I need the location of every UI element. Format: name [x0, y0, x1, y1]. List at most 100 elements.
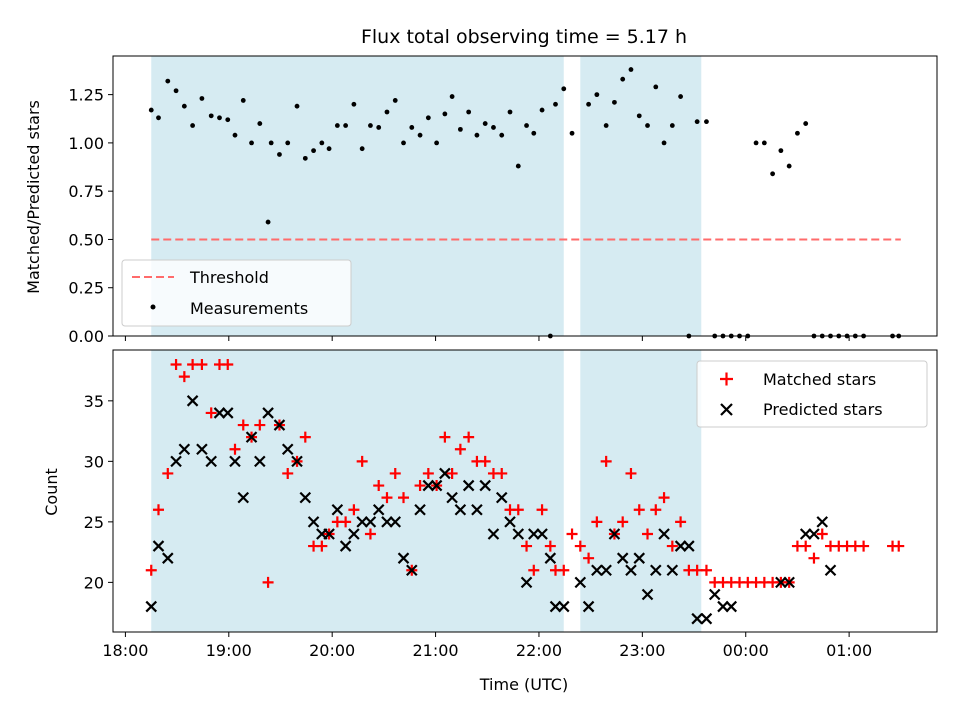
matched-star-marker — [364, 528, 376, 540]
predicted-star-marker — [608, 528, 621, 540]
predicted-star-marker — [299, 491, 312, 504]
predicted-star-marker — [339, 540, 352, 552]
measurement-point — [507, 109, 513, 115]
matched-star-marker — [454, 443, 466, 455]
predicted-star-marker — [824, 564, 837, 577]
predicted-star-marker — [544, 552, 557, 564]
x-tick-label: 00:00 — [723, 641, 769, 660]
measurement-point — [343, 123, 349, 128]
predicted-star-marker — [364, 516, 377, 528]
predicted-star-marker — [205, 455, 217, 468]
x-tick-label: 23:00 — [619, 641, 665, 660]
measurement-point — [217, 115, 222, 121]
predicted-star-marker — [479, 479, 491, 492]
measurement-point — [232, 132, 238, 138]
matched-star-marker — [237, 419, 249, 431]
bottom-y-tick-label: 30 — [84, 452, 104, 471]
predicted-star-marker — [674, 540, 687, 552]
matched-star-marker — [800, 540, 812, 552]
predicted-star-marker — [262, 407, 274, 419]
matched-star-marker — [282, 467, 294, 479]
measurement-point — [603, 123, 609, 128]
matched-star-marker — [658, 492, 670, 504]
measurement-point — [770, 171, 776, 177]
matched-star-marker — [574, 540, 586, 552]
x-tick-label: 22:00 — [516, 641, 562, 660]
measurement-point — [761, 140, 767, 146]
x-tick-label: 21:00 — [413, 641, 459, 660]
measurement-point — [148, 107, 154, 113]
bottom-observing-interval — [580, 350, 702, 632]
measurement-point — [368, 123, 373, 128]
predicted-star-marker — [273, 419, 286, 431]
x-tick-label: 01:00 — [826, 641, 872, 660]
predicted-star-marker — [186, 395, 199, 407]
measurement-point — [285, 140, 291, 146]
measurement-point — [401, 140, 406, 146]
matched-star-marker — [650, 504, 662, 516]
predicted-star-marker — [512, 528, 525, 540]
bottom-observing-interval — [151, 350, 564, 632]
predicted-star-marker — [356, 516, 368, 528]
matched-star-marker — [422, 467, 434, 479]
measurement-point — [384, 109, 390, 115]
measurement-point — [334, 123, 340, 128]
measurement-point — [628, 67, 634, 72]
measurement-point — [326, 146, 332, 152]
legend-threshold-label: Threshold — [189, 268, 269, 287]
matched-star-marker — [162, 467, 174, 479]
predicted-star-marker — [783, 576, 795, 589]
measurement-point — [268, 140, 274, 146]
bottom-legend-box — [696, 360, 928, 428]
predicted-star-marker — [683, 540, 695, 552]
x-tick-label: 20:00 — [309, 641, 355, 660]
matched-star-marker — [316, 540, 328, 552]
measurement-point — [482, 121, 488, 126]
matched-star-marker — [373, 480, 385, 492]
matched-star-marker — [583, 552, 595, 564]
predicted-star-marker — [520, 576, 533, 589]
predicted-star-marker — [178, 443, 191, 456]
matched-star-marker — [496, 467, 508, 479]
top-observing-interval — [580, 56, 702, 336]
measurement-point — [302, 155, 308, 161]
measurement-point — [653, 84, 659, 90]
measurement-point — [173, 88, 179, 94]
matched-star-marker — [222, 359, 234, 371]
bottom-y-tick-label: 20 — [84, 573, 104, 592]
measurement-point — [491, 125, 496, 130]
matched-star-marker — [170, 359, 182, 371]
measurement-point — [449, 94, 455, 99]
matched-star-marker — [642, 528, 654, 540]
predicted-star-marker — [170, 455, 182, 468]
matched-star-marker — [512, 504, 524, 516]
matched-star-marker — [389, 467, 401, 479]
measurement-point — [249, 140, 254, 146]
predicted-star-marker — [536, 528, 548, 540]
matched-star-marker — [675, 516, 687, 528]
matched-star-marker — [152, 504, 164, 516]
matched-star-marker — [356, 455, 368, 467]
measurement-point — [457, 126, 463, 132]
predicted-star-marker — [495, 491, 508, 504]
matched-star-marker — [381, 492, 393, 504]
measurement-point — [636, 113, 642, 119]
measurement-point — [466, 109, 472, 115]
matched-star-marker — [205, 407, 217, 419]
predicted-star-marker — [700, 612, 713, 625]
x-tick-label: 18:00 — [102, 641, 148, 660]
predicted-star-marker — [414, 503, 426, 516]
top-y-tick-label: 0.25 — [68, 279, 104, 298]
predicted-star-marker — [462, 479, 475, 492]
matched-star-marker — [229, 443, 241, 455]
predicted-star-marker — [221, 407, 234, 419]
predicted-star-marker — [213, 407, 226, 419]
predicted-star-marker — [331, 503, 344, 516]
matched-star-marker — [700, 564, 712, 576]
legend-predicted-label: Predicted stars — [763, 400, 883, 419]
measurement-point — [425, 115, 431, 121]
matched-star-marker — [340, 516, 352, 528]
measurement-point — [319, 140, 325, 146]
measurement-point — [442, 111, 448, 117]
measurement-point — [786, 163, 792, 169]
